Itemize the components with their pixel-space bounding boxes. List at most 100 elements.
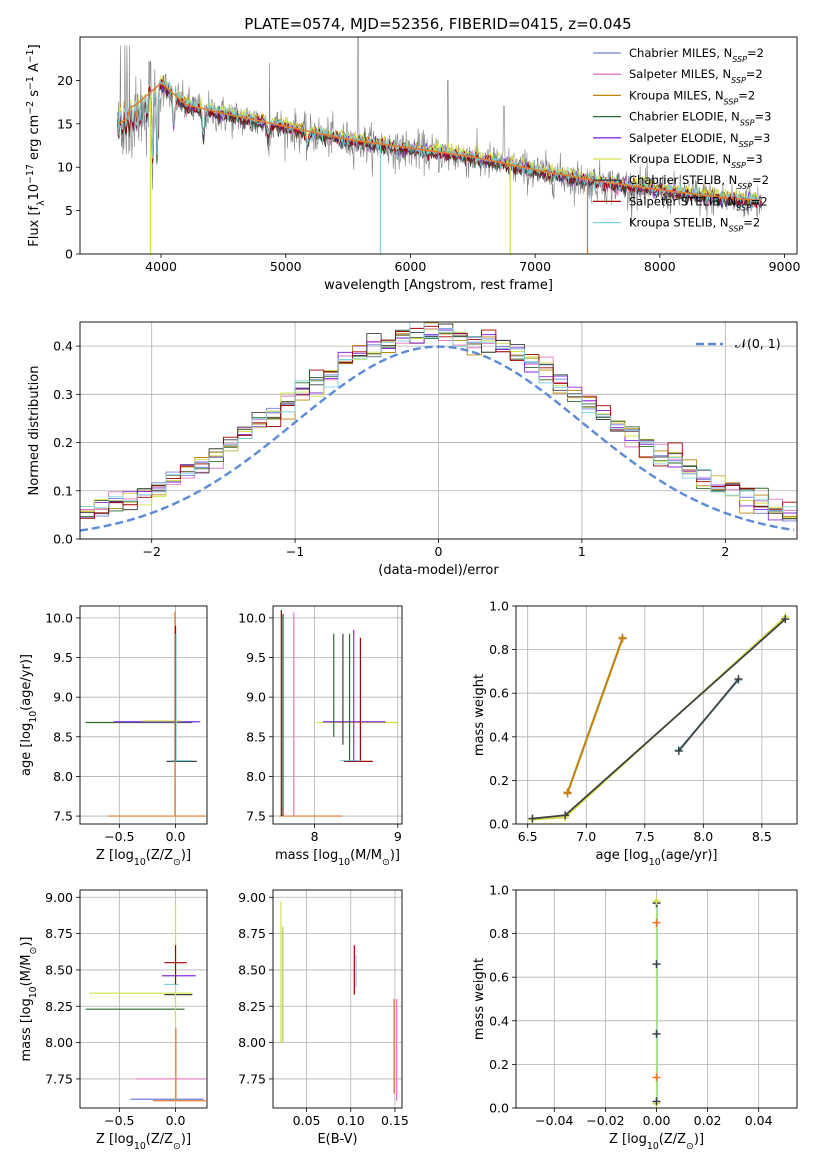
mass-vs-ebv-xtick-label: 0.15 bbox=[381, 1113, 409, 1128]
spectrum-ylabel: Flux [fλ10−17 erg cm−2 s−1 A−1] bbox=[25, 44, 47, 246]
age-vs-z-xlabel-part: ⊙ bbox=[173, 857, 181, 868]
residuals-xtick-label: 1 bbox=[578, 544, 586, 559]
age-vs-z-ytick-label: 9.5 bbox=[53, 650, 73, 665]
massweight-vs-age-ytick-label: 1.0 bbox=[489, 599, 509, 614]
massweight-vs-metallicity-panel: −0.04 −0.02 0.00 0.02 0.04 0.0 0.2 0.4 0.6 0.8 1.0… bbox=[472, 883, 798, 1152]
age-vs-z-plot-area bbox=[85, 611, 206, 817]
massweight-vs-age-ylabel: mass weight bbox=[472, 674, 487, 756]
age-vs-z-ylabel-part: age [log bbox=[19, 723, 34, 776]
massweight-vs-age-ytick-label: 0.6 bbox=[489, 686, 509, 701]
residuals-ytick-label: 0.0 bbox=[53, 532, 73, 547]
spectrum-axes: 4000 5000 6000 7000 8000 9000 0 5 10 15 20 waveleng… bbox=[25, 36, 801, 293]
legend-label-suffix: =2 bbox=[751, 194, 768, 208]
legend-label-suffix: =2 bbox=[743, 216, 760, 230]
massweight-vs-age-xlabel-part: age [log bbox=[596, 848, 649, 863]
legend-label: Kroupa MILES, NSSP=2 bbox=[629, 88, 755, 106]
massweight-vs-z-xtick-label: 0.04 bbox=[745, 1113, 773, 1128]
massweight-vs-z-xtick-label: −0.04 bbox=[535, 1113, 573, 1128]
mass-vs-z-xtick-label: 0.0 bbox=[166, 1113, 186, 1128]
legend-label-name: Chabrier ELODIE, N bbox=[629, 110, 740, 124]
age-vs-z-ylabel: age [log10(age/yr)] bbox=[19, 654, 39, 776]
age-vs-z-axes: −0.5 0.07.58.08.59.09.510.0Z [log10(Z/Z⊙)… bbox=[19, 605, 208, 868]
massweight-vs-z-ytick-label: 0.8 bbox=[489, 926, 509, 941]
spectrum-plot-area bbox=[117, 37, 763, 254]
mass-vs-z-ylabel-part: )] bbox=[19, 937, 34, 947]
age-vs-mass-axes: 8 9 7.5 8.0 8.5 9.0 9.5 10.0 mass [log10(M/M⊙)] bbox=[238, 605, 403, 868]
massweight-vs-z-xtick-label: 0.00 bbox=[643, 1113, 671, 1128]
mass-vs-ebv-ytick-label: 8.75 bbox=[238, 926, 266, 941]
legend-label-suffix: =3 bbox=[753, 131, 770, 145]
mass-vs-ebv-ytick-label: 9.00 bbox=[238, 890, 266, 905]
mass-vs-z-ytick-label: 9.00 bbox=[45, 890, 73, 905]
age-vs-mass-ytick-label: 10.0 bbox=[238, 610, 266, 625]
spectrum-ytick-label: 10 bbox=[57, 160, 73, 175]
age-vs-mass-xlabel: mass [log10(M/M⊙)] bbox=[275, 848, 400, 868]
legend-label: Kroupa ELODIE, NSSP=3 bbox=[629, 152, 763, 170]
mass-vs-z-ylabel-part: ⊙ bbox=[28, 947, 39, 955]
age-vs-z-ylabel-part: 10 bbox=[28, 711, 39, 723]
legend-label-sub: SSP bbox=[736, 203, 751, 212]
age-vs-metallicity-panel: −0.5 0.07.58.08.59.09.510.0Z [log10(Z/Z⊙)… bbox=[19, 605, 208, 868]
legend-label-name: Salpeter ELODIE, N bbox=[629, 131, 739, 145]
massweight-vs-z-xlabel: Z [log10(Z/Z⊙)] bbox=[609, 1132, 704, 1152]
spectrum-ylabel-part: ] bbox=[27, 44, 42, 49]
massweight-vs-age-ytick-label: 0.8 bbox=[489, 642, 509, 657]
mass-vs-ebv-panel: 0.05 0.10 0.15 7.75 8.00 8.25 8.50 8.75 9.00 E(B-… bbox=[238, 889, 409, 1147]
mass-vs-ebv-xtick-label: 0.05 bbox=[293, 1113, 321, 1128]
spectrum-xtick-label: 7000 bbox=[519, 259, 551, 274]
spectrum-ylabel-part: −1 bbox=[25, 76, 36, 90]
mass-vs-z-ylabel-part: 10 bbox=[28, 986, 39, 998]
legend-label: Salpeter STELIB, NSSP=2 bbox=[629, 194, 768, 212]
residuals-grid bbox=[80, 322, 797, 540]
massweight-vs-z-axes: −0.04 −0.02 0.00 0.02 0.04 0.0 0.2 0.4 0.6 0.8 1.0… bbox=[472, 883, 798, 1152]
spectrum-fit-line bbox=[117, 83, 761, 201]
mass-vs-ebv-plot-area bbox=[280, 901, 398, 1101]
residuals-ylabel: Normed distribution bbox=[27, 366, 42, 496]
residuals-xtick-label: −1 bbox=[286, 544, 304, 559]
residuals-ytick-label: 0.2 bbox=[53, 435, 73, 450]
age-vs-mass-xlabel-part: (M/M bbox=[350, 848, 382, 863]
massweight-vs-z-xlabel-part: Z [log bbox=[609, 1132, 647, 1147]
normal-curve bbox=[80, 345, 795, 532]
mass-vs-ebv-xlabel: E(B-V) bbox=[317, 1132, 357, 1147]
legend-label-sub: SSP bbox=[739, 139, 754, 148]
residual-histogram-step bbox=[80, 322, 797, 512]
legend-label-suffix: =3 bbox=[755, 110, 772, 124]
massweight-vs-age-grid bbox=[516, 605, 797, 825]
spectrum-ylabel-part: s bbox=[27, 90, 42, 101]
mass-vs-ebv-frame bbox=[272, 889, 403, 1109]
spectrum-xtick-label: 9000 bbox=[769, 259, 801, 274]
age-vs-mass-xlabel-part: )] bbox=[390, 848, 400, 863]
residuals-ytick-label: 0.1 bbox=[53, 483, 73, 498]
spectrum-xtick-label: 4000 bbox=[145, 259, 177, 274]
legend-label-suffix: =2 bbox=[752, 173, 769, 187]
residual-histogram-panel: −2 −1 0 1 2 0.0 0.1 0.2 0.3 0.4 (data-model)/error… bbox=[27, 321, 798, 578]
massweight-vs-age-xlabel-part: 10 bbox=[649, 857, 661, 868]
legend-label-suffix: =3 bbox=[746, 152, 763, 166]
massweight-vs-z-ytick-label: 0.2 bbox=[489, 1057, 509, 1072]
age-vs-z-ytick-label: 8.0 bbox=[53, 769, 73, 784]
spectrum-frame bbox=[79, 36, 798, 255]
age-vs-z-frame bbox=[79, 605, 208, 825]
age-vs-z-xlabel-part: 10 bbox=[134, 857, 146, 868]
age-vs-z-xlabel-part: Z [log bbox=[96, 848, 134, 863]
residuals-axes: −2 −1 0 1 2 0.0 0.1 0.2 0.3 0.4 (data-model)/error… bbox=[27, 321, 798, 578]
mass-vs-ebv-ytick-label: 7.75 bbox=[238, 1071, 266, 1086]
massweight-vs-age-xlabel-part: (age/yr)] bbox=[661, 848, 718, 863]
age-vs-z-ytick-label: 9.0 bbox=[53, 690, 73, 705]
age-vs-z-ytick-label: 8.5 bbox=[53, 729, 73, 744]
mass-vs-ebv-ytick-label: 8.50 bbox=[238, 962, 266, 977]
normal-legend-label: 𝒩(0, 1) bbox=[735, 336, 781, 351]
residuals-frame bbox=[79, 321, 798, 540]
spectrum-xtick-label: 5000 bbox=[270, 259, 302, 274]
mass-vs-z-xlabel-part: ⊙ bbox=[173, 1141, 181, 1152]
spectrum-ytick-label: 20 bbox=[57, 73, 73, 88]
massweight-vs-age-ytick-label: 0.4 bbox=[489, 729, 509, 744]
legend-label: Salpeter MILES, NSSP=2 bbox=[629, 67, 763, 85]
legend-label-sub: SSP bbox=[737, 182, 752, 191]
mass-vs-ebv-xtick-label: 0.10 bbox=[337, 1113, 365, 1128]
legend-label-name: Salpeter STELIB, N bbox=[629, 194, 736, 208]
age-vs-z-grid bbox=[80, 606, 207, 824]
spectrum-ytick-label: 5 bbox=[65, 203, 73, 218]
mass-vs-z-axes: −0.5 0.07.758.008.258.508.759.00Z [log10(… bbox=[19, 889, 208, 1152]
